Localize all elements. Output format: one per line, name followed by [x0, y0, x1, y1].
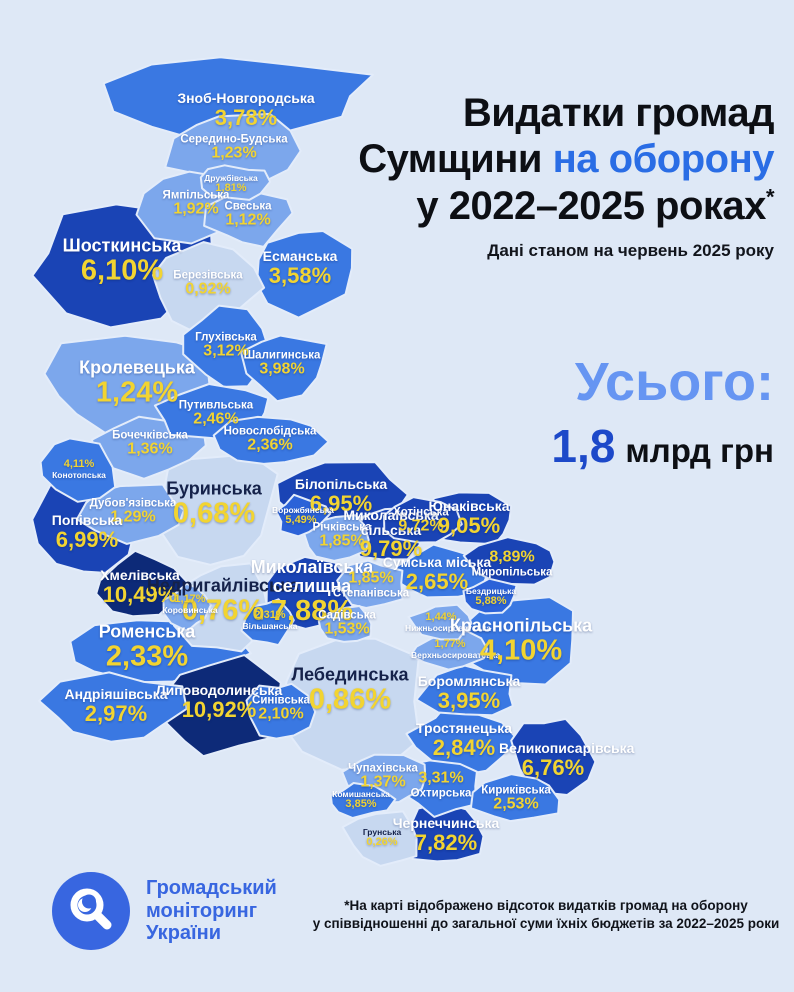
region-shape [469, 773, 561, 823]
logo: Громадський моніторинг України [52, 872, 277, 950]
region-shape [240, 334, 328, 403]
total-label: Усього: [574, 352, 774, 412]
total-value: 1,8 [551, 420, 616, 472]
title-asterisk: * [765, 184, 775, 210]
title-line-1: Видатки громад [462, 91, 775, 135]
footnote: *На карті відображено відсоток видатків … [306, 897, 786, 933]
region-shape [274, 493, 332, 538]
magnifier-icon [52, 872, 130, 950]
title-line-2-accent: на оборону [552, 137, 775, 182]
region-shape [383, 496, 463, 544]
total-unit: млрд грн [625, 432, 774, 469]
region-shape [462, 577, 518, 615]
title-line-3: у 2022–2025 роках* [358, 183, 774, 229]
title-line-2: Сумщини на оборону [358, 136, 774, 182]
title-line-2-black: Сумщини [358, 137, 542, 182]
logo-text-line-1: Громадський [146, 876, 277, 899]
region-shape [336, 559, 404, 609]
region-shape [405, 702, 521, 777]
total-row: 1,8 млрд грн [551, 419, 774, 473]
region-shape [317, 605, 373, 643]
region-shape [510, 717, 597, 796]
footnote-line-1: *На карті відображено відсоток видатків … [344, 898, 748, 913]
region-shape [415, 664, 514, 717]
region-shape [212, 415, 330, 465]
region-shape [199, 164, 272, 201]
magnifier-icon-glyph [70, 888, 112, 930]
logo-text: Громадський моніторинг України [146, 877, 277, 945]
logo-text-line-2: моніторинг [146, 899, 258, 922]
total-block: Усього: 1,8 млрд грн [551, 355, 774, 473]
footnote-line-2: у співвідношенні до загальної суми їхніх… [312, 916, 780, 932]
region-shape [407, 603, 473, 641]
region-shape [341, 810, 418, 867]
region-shape [302, 514, 370, 562]
region-shape [409, 630, 489, 671]
title-block: Видатки громад Сумщини на оборону у 2022… [358, 90, 774, 261]
region-shape [39, 437, 117, 503]
title-line-3-text: у 2022–2025 роках [416, 183, 766, 228]
region-shape [102, 56, 374, 146]
region-shape [75, 483, 185, 545]
region-shape [255, 230, 354, 319]
logo-text-line-3: України [146, 922, 222, 945]
region-shape [329, 782, 397, 819]
region-shape [245, 682, 317, 740]
region-shape [240, 598, 295, 647]
region-shape [38, 671, 188, 743]
region-shape [462, 536, 556, 586]
region-shape [203, 185, 294, 248]
region-shape [162, 582, 212, 633]
data-as-of-subtitle: Дані станом на червень 2025 року [487, 241, 774, 261]
